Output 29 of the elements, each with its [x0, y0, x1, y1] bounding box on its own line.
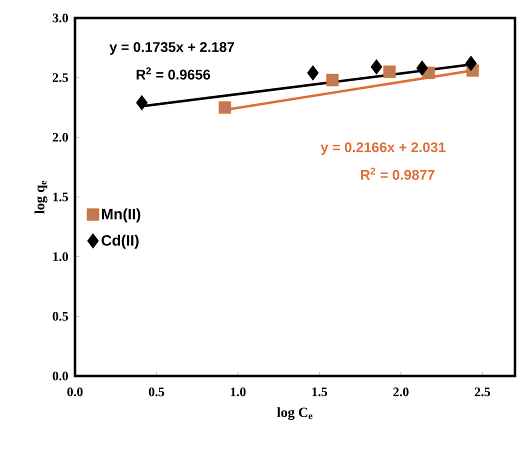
- point: [383, 65, 396, 78]
- x-tick-label: 0.0: [67, 388, 83, 396]
- annotation: R$^{2}$ = 0.9877: [361, 168, 434, 180]
- y-tick-label: 2.5: [52, 73, 68, 82]
- y-tick-label: 1.5: [53, 192, 68, 202]
- legend-label: Mn(II): [102, 208, 140, 222]
- x-tick-label: 2.0: [393, 388, 409, 396]
- point: [416, 60, 428, 76]
- point: [307, 65, 319, 81]
- x-tick-label: 1.0: [230, 388, 246, 396]
- x-tick-label: 1.5: [312, 388, 328, 396]
- y-tick-label: 3.0: [52, 14, 68, 22]
- annotation: y = 0.1735x + 2.187: [109, 42, 234, 55]
- y-tick-label: 1.0: [53, 252, 68, 262]
- x-tick-label: 0.5: [148, 388, 164, 396]
- y-axis-title: log q$_{e}$: [34, 180, 48, 214]
- y-tick-label: 0.5: [52, 312, 68, 321]
- point: [465, 56, 477, 72]
- annotation: y = 0.2166x + 2.031: [320, 142, 446, 155]
- point: [370, 59, 382, 75]
- legend-label: Cd(II): [102, 234, 139, 249]
- x-tick-label: 2.5: [474, 388, 490, 396]
- y-tick-label: 0.0: [52, 372, 68, 380]
- point: [136, 95, 148, 110]
- x-axis-title: log C$_{e}$: [277, 407, 312, 420]
- y-tick-label: 2.0: [52, 132, 68, 142]
- point: [218, 101, 232, 114]
- point: [326, 74, 339, 86]
- annotation: R$^{2}$ = 0.9656: [136, 67, 210, 80]
